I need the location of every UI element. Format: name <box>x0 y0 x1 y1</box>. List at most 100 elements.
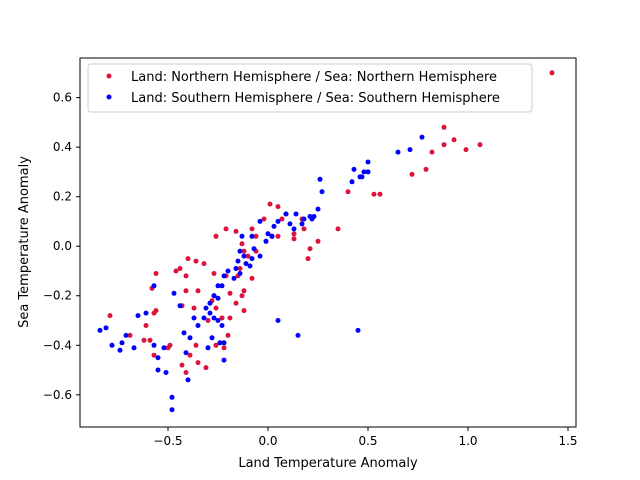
data-point-s1-62 <box>183 350 189 356</box>
data-point-s1-77 <box>131 345 137 351</box>
data-point-s1-26 <box>263 238 269 244</box>
data-point-s1-25 <box>265 231 271 237</box>
data-point-s1-21 <box>283 211 289 217</box>
plot-frame <box>79 57 577 428</box>
data-point-s1-50 <box>211 315 217 321</box>
data-point-s0-6 <box>429 149 435 155</box>
data-point-s1-11 <box>317 176 323 182</box>
data-point-s0-59 <box>177 266 183 271</box>
data-point-s1-79 <box>119 340 125 346</box>
data-point-s1-71 <box>155 367 161 373</box>
data-point-s0-64 <box>195 360 201 366</box>
data-point-s0-60 <box>173 268 179 274</box>
data-point-s1-53 <box>217 340 223 346</box>
data-point-s0-1 <box>441 124 447 130</box>
data-point-s0-16 <box>305 256 311 262</box>
data-point-s1-60 <box>191 315 197 321</box>
data-point-s0-79 <box>141 337 147 343</box>
y-tick-label: 0.0 <box>53 239 72 253</box>
data-point-s0-52 <box>201 261 207 267</box>
legend: Land: Northern Hemisphere / Sea: Norther… <box>87 63 533 113</box>
data-point-s1-33 <box>243 261 249 267</box>
data-point-s1-28 <box>257 218 263 224</box>
data-point-s0-19 <box>291 236 297 242</box>
y-tick-label: −0.2 <box>43 289 72 303</box>
data-point-s0-50 <box>213 305 219 311</box>
data-point-s1-5 <box>365 169 371 175</box>
data-point-s1-57 <box>205 345 211 351</box>
data-point-s0-76 <box>151 352 157 358</box>
data-point-s1-15 <box>307 214 313 219</box>
data-point-s1-0 <box>419 134 425 140</box>
data-point-s1-44 <box>215 283 221 289</box>
data-point-s1-1 <box>407 147 413 153</box>
data-point-s1-65 <box>177 303 183 309</box>
data-point-s1-20 <box>287 221 293 227</box>
data-point-s0-11 <box>345 189 351 195</box>
data-point-s1-54 <box>221 340 227 346</box>
data-point-s0-55 <box>191 305 197 311</box>
data-point-s0-18 <box>291 231 297 237</box>
data-point-s0-53 <box>193 258 199 264</box>
data-point-s0-4 <box>463 147 469 153</box>
data-point-s0-33 <box>239 241 245 247</box>
data-point-s0-35 <box>249 275 255 281</box>
data-point-s1-47 <box>207 300 213 306</box>
data-point-s1-19 <box>291 226 297 232</box>
data-point-s0-22 <box>275 204 281 210</box>
data-point-s0-40 <box>241 308 247 314</box>
data-point-s0-38 <box>241 288 247 294</box>
data-point-s1-42 <box>221 273 227 279</box>
data-point-s1-85 <box>295 332 301 338</box>
data-point-s1-46 <box>211 293 217 299</box>
data-point-s1-4 <box>361 169 367 175</box>
data-point-s0-45 <box>223 226 229 232</box>
legend-box <box>87 63 533 113</box>
data-point-s1-41 <box>225 268 231 274</box>
y-tick-label: 0.6 <box>53 91 72 105</box>
data-point-s1-10 <box>319 189 325 195</box>
data-point-s1-55 <box>221 357 227 363</box>
data-point-s0-67 <box>221 345 227 351</box>
data-point-s1-17 <box>299 221 305 227</box>
data-point-s1-40 <box>231 275 237 281</box>
data-point-s1-52 <box>219 323 225 328</box>
data-point-s1-32 <box>247 263 253 269</box>
data-point-s0-66 <box>213 342 219 348</box>
data-point-s1-68 <box>169 407 175 413</box>
data-point-s0-15 <box>301 226 307 232</box>
data-point-s0-43 <box>227 315 233 321</box>
data-point-s1-16 <box>301 216 307 222</box>
data-point-s0-80 <box>153 271 159 276</box>
data-point-s0-39 <box>233 300 239 306</box>
data-point-s0-21 <box>279 216 285 222</box>
data-point-s1-43 <box>219 283 225 289</box>
data-point-s0-70 <box>183 370 189 375</box>
data-point-s0-57 <box>183 288 189 294</box>
data-point-s1-76 <box>135 313 141 319</box>
data-point-s1-80 <box>117 347 123 353</box>
data-point-s1-24 <box>269 233 275 239</box>
data-point-s0-31 <box>245 253 251 259</box>
data-point-s0-77 <box>147 337 153 343</box>
data-point-s1-36 <box>237 248 243 254</box>
data-point-s1-66 <box>171 290 177 296</box>
data-point-s1-48 <box>207 310 213 316</box>
data-point-s0-54 <box>195 288 201 294</box>
data-point-s1-12 <box>315 206 321 212</box>
data-point-s0-51 <box>205 318 211 323</box>
data-point-s0-28 <box>253 233 259 239</box>
data-point-s0-10 <box>377 191 383 197</box>
x-tick-label: 1.0 <box>458 434 477 448</box>
data-point-s1-58 <box>201 315 207 321</box>
data-point-s1-27 <box>257 253 263 259</box>
data-point-s1-23 <box>271 223 277 229</box>
data-point-s1-70 <box>161 345 167 351</box>
data-point-s1-35 <box>239 233 245 239</box>
data-point-s1-22 <box>275 218 281 224</box>
data-point-s0-3 <box>441 142 447 148</box>
data-point-s1-38 <box>233 266 239 271</box>
data-point-s1-73 <box>151 342 157 348</box>
data-point-s1-67 <box>169 394 175 400</box>
